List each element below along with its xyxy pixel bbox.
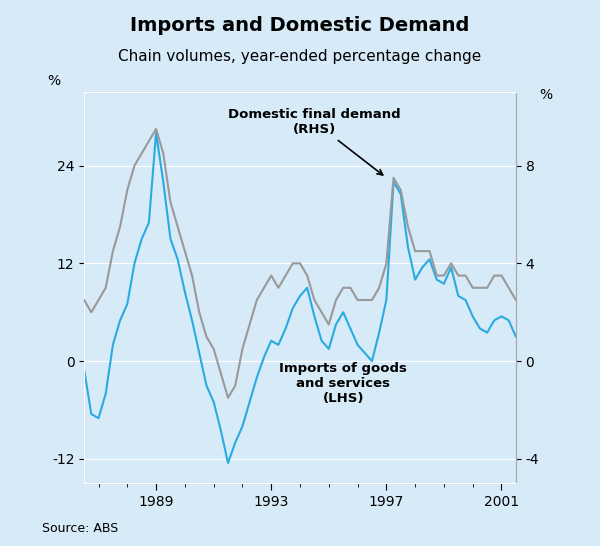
- Y-axis label: %: %: [47, 74, 61, 88]
- Text: Imports of goods
and services
(LHS): Imports of goods and services (LHS): [279, 362, 407, 405]
- Text: Domestic final demand
(RHS): Domestic final demand (RHS): [228, 108, 401, 175]
- Text: Chain volumes, year-ended percentage change: Chain volumes, year-ended percentage cha…: [118, 49, 482, 64]
- Y-axis label: %: %: [539, 88, 553, 102]
- Text: Source: ABS: Source: ABS: [42, 522, 118, 535]
- Text: Imports and Domestic Demand: Imports and Domestic Demand: [130, 16, 470, 35]
